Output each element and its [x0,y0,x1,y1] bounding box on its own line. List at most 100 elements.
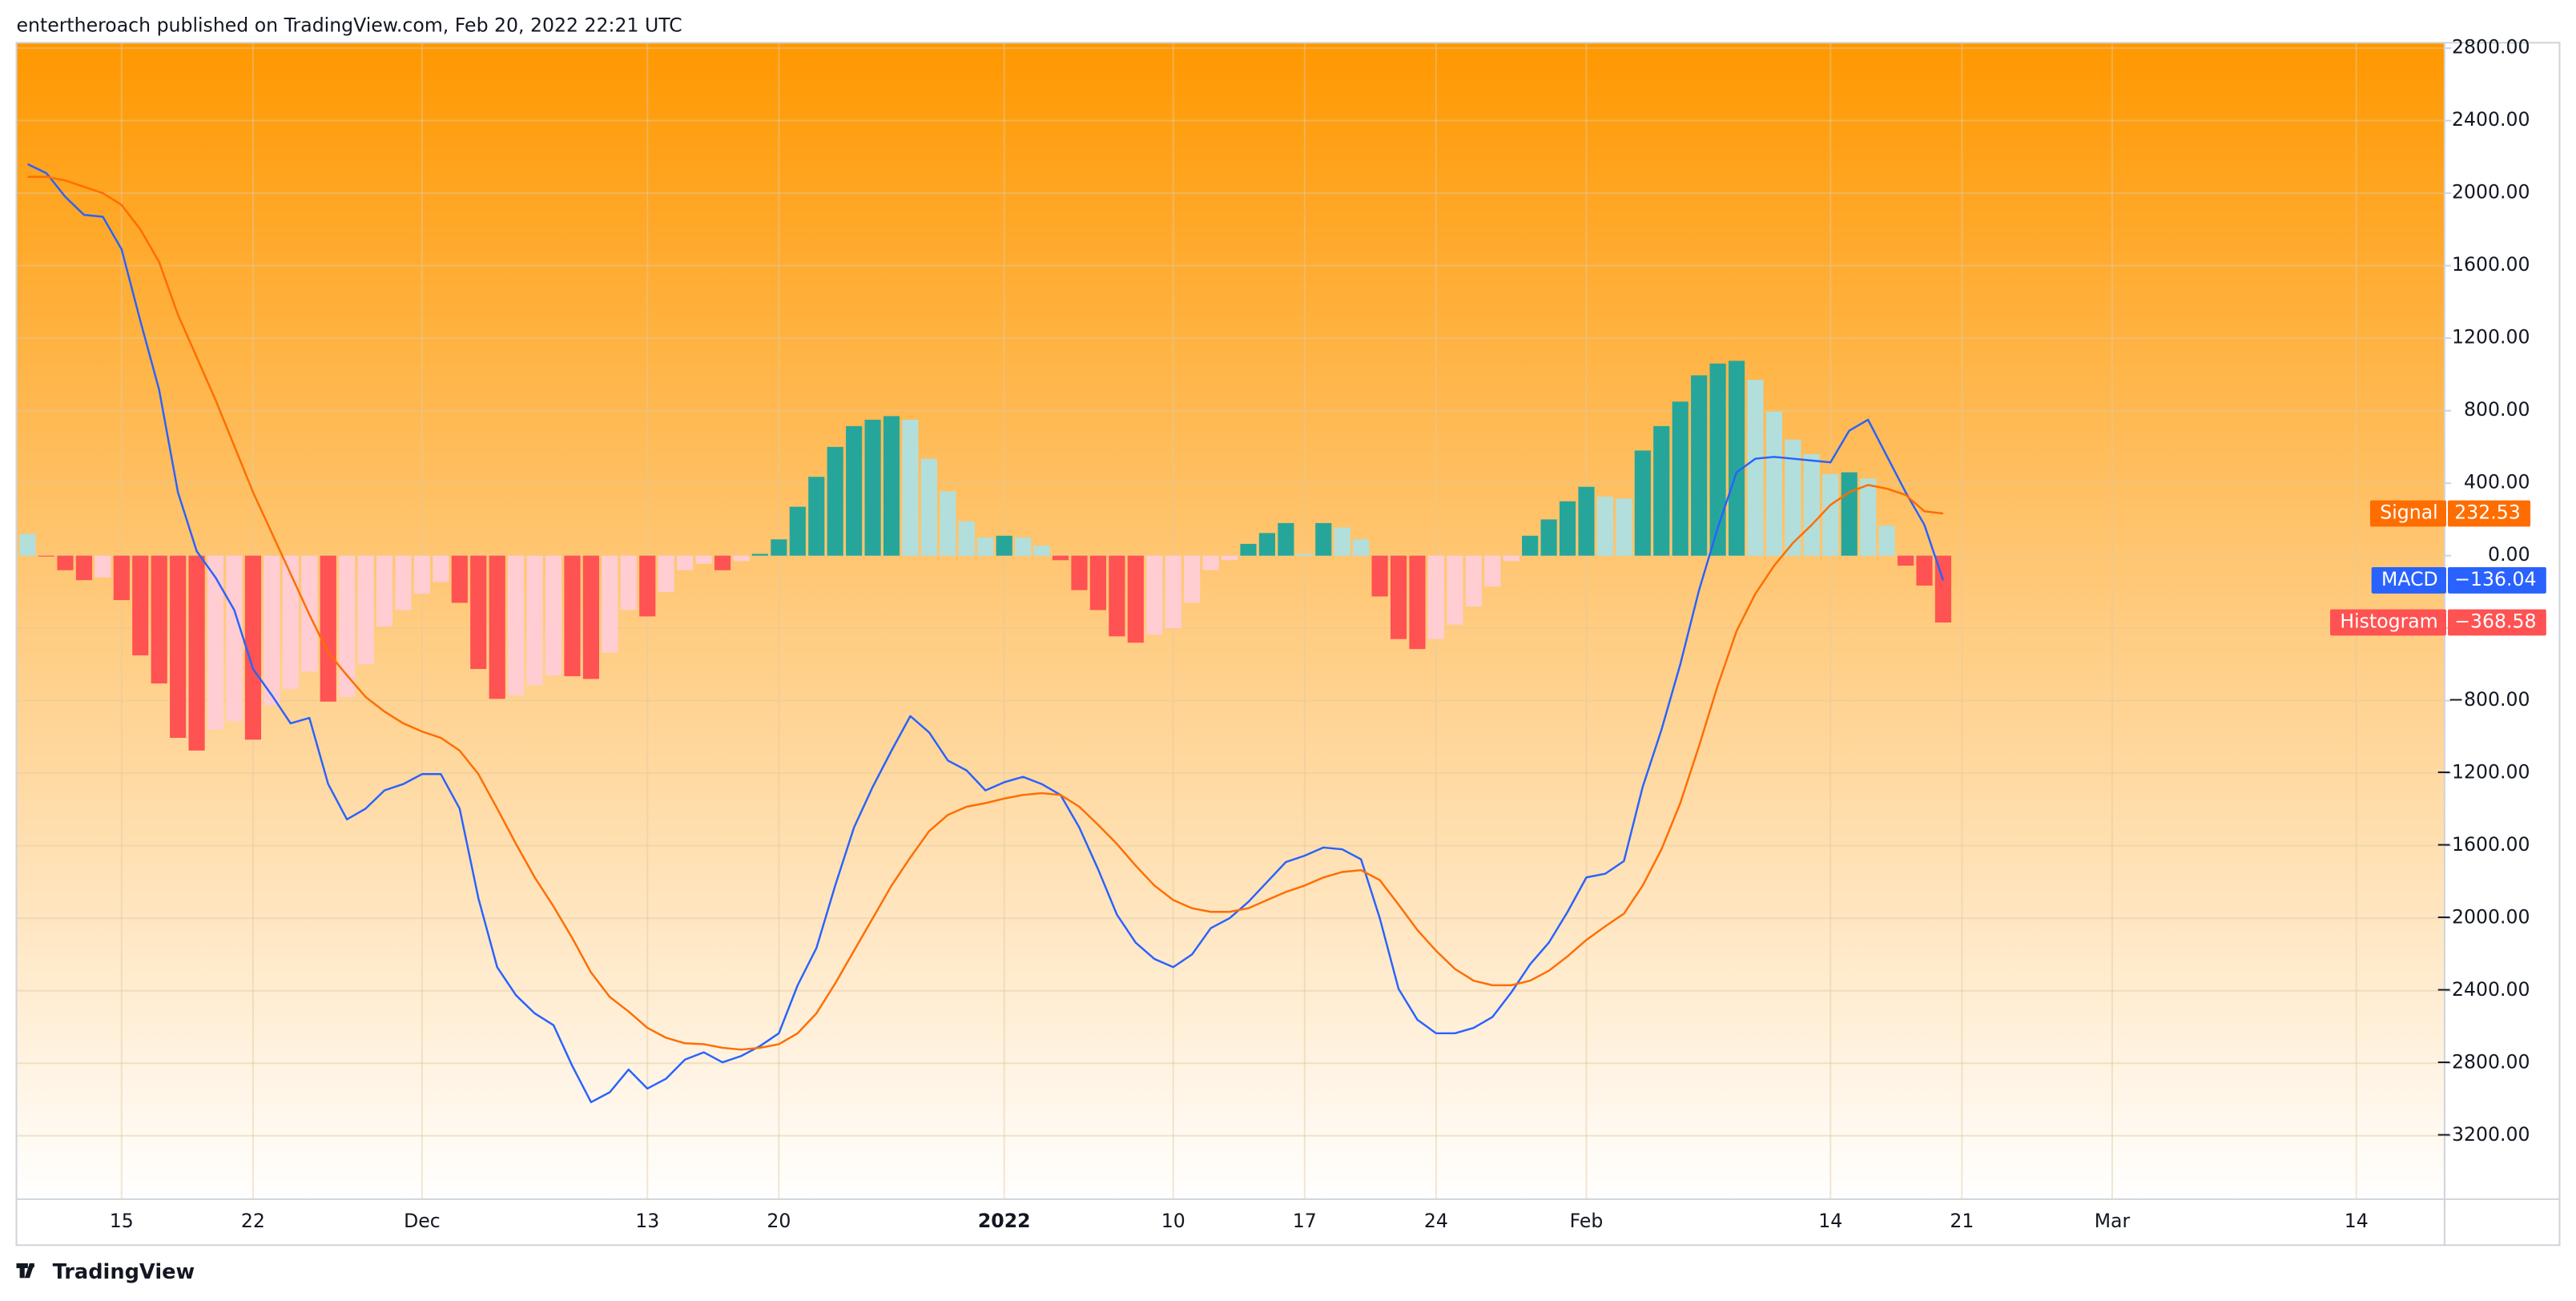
histogram-bar [545,555,562,675]
histogram-bar [188,555,205,751]
histogram-bar [339,555,356,698]
histogram-bar [470,555,487,670]
x-tick-label: 24 [1424,1210,1448,1232]
histogram-bar [658,555,674,592]
last-value-tags: Histogram −368.58 MACD −136.04 Signal 232.53 [2330,500,2546,636]
histogram-bar [1596,497,1614,556]
histogram-bar [1578,486,1595,556]
histogram-bar [75,555,92,581]
histogram-bar [433,555,449,582]
histogram-bar [1728,360,1745,556]
histogram-bar [902,419,919,556]
histogram-bar [1221,555,1238,561]
histogram-bar [1371,555,1388,597]
y-tick-label: −2400.00 [2436,978,2530,1001]
x-tick-label: 15 [110,1210,134,1232]
histogram-bar [244,555,261,740]
histogram-bar [1447,555,1463,625]
histogram-bar [489,555,505,699]
y-tick-label: −3200.00 [2436,1123,2530,1146]
x-tick-label: 10 [1161,1210,1185,1232]
tag-value-box [2448,567,2546,594]
histogram-bar [1202,555,1219,570]
histogram-bar [1634,450,1651,556]
histogram-bar [1522,535,1539,556]
histogram-bar [1747,380,1764,556]
histogram-bar [1503,555,1519,562]
histogram-bar [395,555,412,610]
histogram-bar [38,555,55,557]
x-tick-label: Feb [1570,1210,1604,1232]
tradingview-logo: TradingView [16,1260,195,1284]
histogram-bar [1878,526,1895,556]
tag-value: −136.04 [2454,568,2536,590]
histogram-bar [170,555,187,739]
histogram-bar [1916,555,1933,586]
histogram-bar [1934,555,1952,623]
histogram-bar [1089,555,1107,610]
histogram-bar [1109,555,1125,637]
x-tick-label: 14 [1818,1210,1842,1232]
histogram-bar [620,555,637,610]
tag-name: Signal [2380,501,2437,524]
plot-background [16,42,2445,1199]
histogram-bar [1184,555,1201,603]
histogram-bar [1785,439,1801,556]
histogram-bar [677,555,694,570]
y-tick-label: 2400.00 [2452,108,2530,131]
value-tag: Signal 232.53 [2369,500,2531,527]
histogram-bar [151,555,167,684]
histogram-bar [1803,453,1820,556]
histogram-bar [639,555,656,617]
y-tick-label: 400.00 [2464,471,2530,493]
y-tick-label: 1200.00 [2452,326,2530,348]
histogram-bar [751,554,769,556]
histogram-bar [451,555,468,603]
histogram-bar [1071,555,1088,590]
histogram-bar [827,446,843,556]
histogram-bar [19,534,36,556]
histogram-bar [413,555,430,594]
histogram-bar [789,506,806,556]
histogram-bar [1691,375,1708,556]
histogram-bar [1165,555,1181,629]
histogram-bar [1353,539,1370,556]
histogram-bar [883,416,900,556]
histogram-bar [771,539,787,556]
histogram-bar [1709,363,1726,556]
tag-value-box [2448,500,2531,527]
y-tick-label: 800.00 [2464,398,2530,421]
histogram-bar [864,419,881,556]
y-tick-label: −1600.00 [2436,833,2530,856]
histogram-bar [958,521,975,556]
histogram-bar [132,555,149,656]
x-tick-label: Dec [404,1210,441,1232]
logo-dot [29,1263,35,1268]
histogram-bar [1315,522,1332,556]
x-tick-label: 20 [767,1210,791,1232]
histogram-bar [376,555,393,626]
x-tick-label: Mar [2095,1210,2131,1232]
tag-name: Histogram [2340,610,2437,633]
histogram-bar [1146,555,1163,635]
y-tick-label: 2800.00 [2452,36,2530,58]
indicator-line [27,163,1945,1104]
y-tick-label: 1600.00 [2452,253,2530,276]
histogram-bar [1484,555,1501,587]
histogram-bar [602,555,618,653]
value-tag: Histogram −368.58 [2330,609,2546,636]
tag-name-box [2371,567,2446,594]
histogram-bar [1540,519,1557,556]
tag-name: MACD [2381,568,2438,590]
tag-name-box [2369,500,2446,527]
y-tick-label: −2000.00 [2436,906,2530,928]
histogram-bar [1052,555,1069,561]
x-tick-label: 17 [1293,1210,1317,1232]
histogram-bar [1296,554,1313,556]
marks [19,163,1952,1104]
tag-value: −368.58 [2454,610,2536,633]
x-tick-label: 14 [2345,1210,2369,1232]
x-tick-label: 22 [241,1210,265,1232]
